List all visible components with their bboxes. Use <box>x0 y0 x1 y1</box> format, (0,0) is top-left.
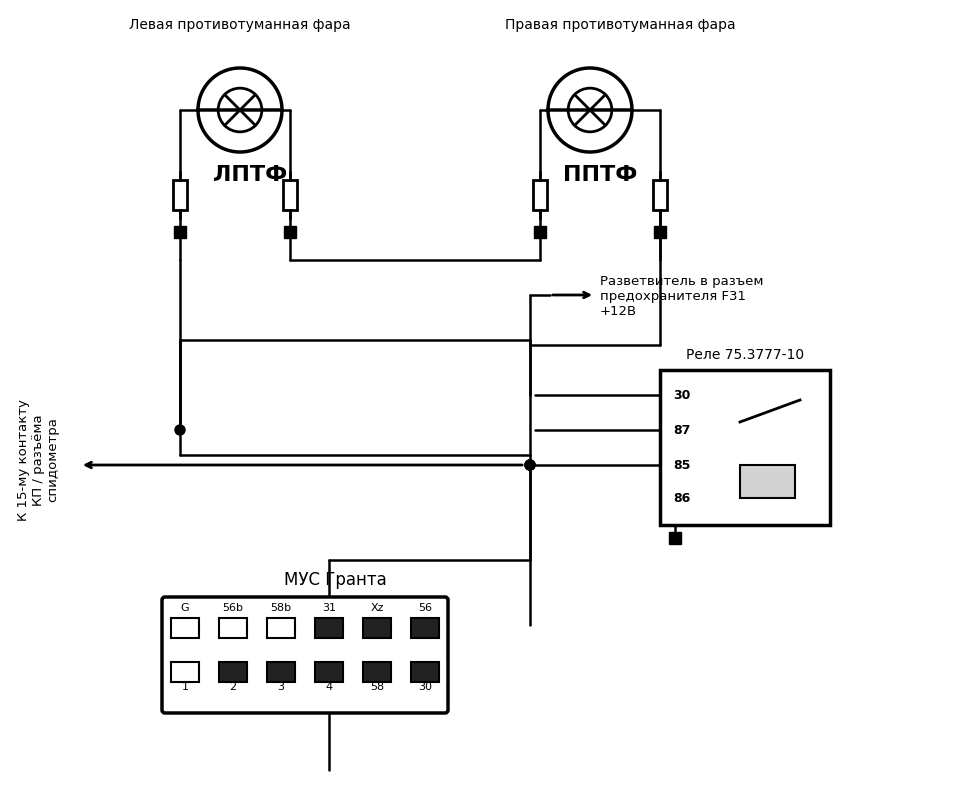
Bar <box>267 618 295 638</box>
Text: МУС Гранта: МУС Гранта <box>283 571 386 589</box>
Bar <box>171 618 199 638</box>
Bar <box>315 618 343 638</box>
Circle shape <box>525 460 535 470</box>
Text: Правая противотуманная фара: Правая противотуманная фара <box>505 18 735 32</box>
Text: 3: 3 <box>277 682 284 692</box>
Text: 85: 85 <box>673 459 690 471</box>
Text: 86: 86 <box>673 492 690 504</box>
Bar <box>533 180 547 210</box>
Circle shape <box>175 425 185 435</box>
Bar <box>534 226 546 238</box>
Text: Xz: Xz <box>371 603 384 613</box>
Bar <box>174 226 186 238</box>
Text: 56b: 56b <box>223 603 244 613</box>
Text: 1: 1 <box>181 682 188 692</box>
Bar <box>411 618 439 638</box>
Bar <box>219 618 247 638</box>
Text: 58: 58 <box>370 682 384 692</box>
Text: 30: 30 <box>418 682 432 692</box>
Polygon shape <box>198 110 282 152</box>
Bar <box>740 465 795 498</box>
Text: G: G <box>180 603 189 613</box>
Polygon shape <box>548 110 632 152</box>
Bar <box>654 226 666 238</box>
Circle shape <box>525 460 535 470</box>
Bar <box>411 662 439 682</box>
Text: ППТФ: ППТФ <box>563 165 637 185</box>
Text: 2: 2 <box>229 682 236 692</box>
Bar <box>173 180 187 210</box>
Bar <box>315 662 343 682</box>
Bar <box>284 226 296 238</box>
Text: 56: 56 <box>418 603 432 613</box>
Text: 58b: 58b <box>271 603 292 613</box>
Bar <box>171 662 199 682</box>
Text: 4: 4 <box>325 682 332 692</box>
Bar <box>660 370 830 525</box>
Circle shape <box>525 460 535 470</box>
Bar <box>363 618 391 638</box>
Bar <box>669 532 681 544</box>
Bar <box>653 180 667 210</box>
Text: 87: 87 <box>673 423 690 437</box>
Text: Разветвитель в разъем
предохранителя F31
+12В: Разветвитель в разъем предохранителя F31… <box>600 275 763 318</box>
Bar <box>267 662 295 682</box>
Text: ЛПТФ: ЛПТФ <box>213 165 287 185</box>
Bar <box>283 180 297 210</box>
Text: Реле 75.3777-10: Реле 75.3777-10 <box>686 348 804 362</box>
Bar <box>363 662 391 682</box>
FancyBboxPatch shape <box>162 597 448 713</box>
Bar <box>219 662 247 682</box>
Text: К 15-му контакту
КП / разъёма
спидометра: К 15-му контакту КП / разъёма спидометра <box>16 399 60 521</box>
Text: Левая противотуманная фара: Левая противотуманная фара <box>130 18 350 32</box>
Text: 30: 30 <box>673 389 690 401</box>
Text: 31: 31 <box>322 603 336 613</box>
